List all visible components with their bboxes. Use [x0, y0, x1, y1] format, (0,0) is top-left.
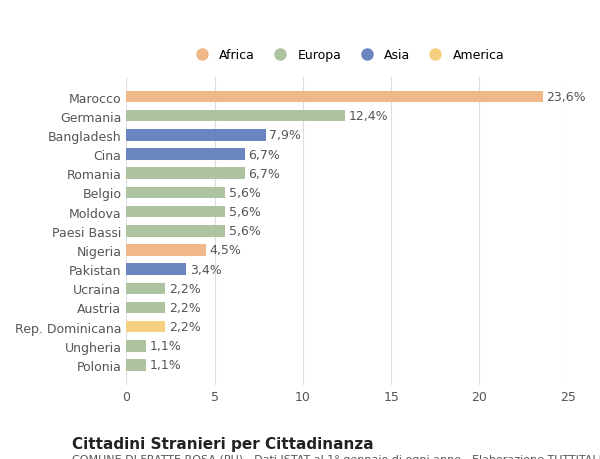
Text: 3,4%: 3,4%: [190, 263, 221, 276]
Bar: [127, 321, 165, 333]
Text: 4,5%: 4,5%: [209, 244, 241, 257]
Text: Cittadini Stranieri per Cittadinanza: Cittadini Stranieri per Cittadinanza: [72, 436, 374, 451]
Text: 2,2%: 2,2%: [169, 320, 200, 333]
Bar: [127, 245, 206, 256]
Text: 5,6%: 5,6%: [229, 186, 260, 200]
Bar: [127, 130, 266, 141]
Bar: [127, 340, 146, 352]
Bar: [127, 283, 165, 294]
Text: 6,7%: 6,7%: [248, 168, 280, 180]
Bar: [127, 264, 187, 275]
Text: 6,7%: 6,7%: [248, 148, 280, 161]
Text: 12,4%: 12,4%: [349, 110, 388, 123]
Text: 2,2%: 2,2%: [169, 301, 200, 314]
Text: 1,1%: 1,1%: [149, 340, 181, 353]
Bar: [127, 225, 225, 237]
Bar: [127, 92, 543, 103]
Bar: [127, 187, 225, 199]
Bar: [127, 207, 225, 218]
Text: 23,6%: 23,6%: [547, 91, 586, 104]
Text: 5,6%: 5,6%: [229, 206, 260, 218]
Bar: [127, 168, 245, 179]
Text: 1,1%: 1,1%: [149, 358, 181, 372]
Bar: [127, 111, 345, 122]
Text: 2,2%: 2,2%: [169, 282, 200, 295]
Bar: [127, 359, 146, 371]
Text: 7,9%: 7,9%: [269, 129, 301, 142]
Bar: [127, 302, 165, 313]
Text: 5,6%: 5,6%: [229, 225, 260, 238]
Legend: Africa, Europa, Asia, America: Africa, Europa, Asia, America: [184, 44, 509, 67]
Bar: [127, 149, 245, 161]
Text: COMUNE DI FRATTE ROSA (PU) - Dati ISTAT al 1° gennaio di ogni anno - Elaborazion: COMUNE DI FRATTE ROSA (PU) - Dati ISTAT …: [72, 454, 600, 459]
